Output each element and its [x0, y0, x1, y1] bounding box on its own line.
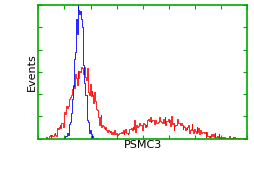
X-axis label: PSMC3: PSMC3: [123, 140, 161, 150]
Y-axis label: Events: Events: [27, 53, 37, 91]
